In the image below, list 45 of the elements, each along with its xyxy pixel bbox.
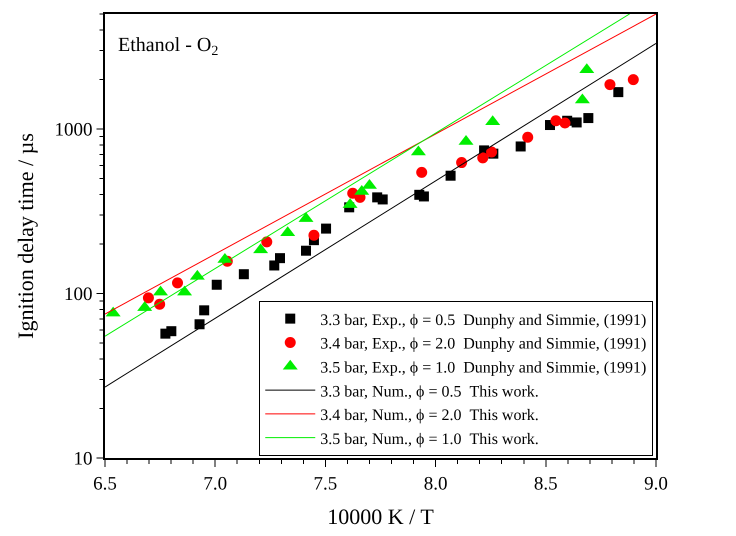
- point: [559, 118, 570, 129]
- point: [172, 277, 184, 288]
- y-tick-label: 10: [73, 448, 92, 470]
- x-tick-label: 8.5: [534, 474, 558, 495]
- legend-label: 3.3 bar, Num., ϕ = 0.5 This work.: [320, 383, 539, 400]
- point: [604, 79, 616, 90]
- point: [572, 117, 582, 128]
- point: [550, 115, 562, 126]
- point: [321, 224, 332, 234]
- legend-label: 3.5 bar, Exp., ϕ = 1.0 Dunphy and Simmie, (1991): [320, 360, 646, 377]
- point: [166, 326, 176, 336]
- point: [378, 194, 388, 204]
- legend-label: 3.4 bar, Exp., ϕ = 2.0 Dunphy and Simmie, (1991): [320, 336, 646, 353]
- point: [516, 141, 526, 152]
- point: [308, 230, 320, 241]
- x-tick-label: 6.5: [93, 474, 117, 495]
- y-tick-label: 1000: [54, 120, 92, 141]
- point: [142, 292, 154, 304]
- x-tick-label: 7.5: [314, 474, 338, 495]
- y-axis-title: Ignition delay time / µs: [12, 133, 38, 339]
- point: [583, 113, 594, 124]
- point: [418, 191, 429, 202]
- x-axis-title: 10000 K / T: [327, 504, 434, 529]
- point: [522, 132, 534, 143]
- annotation: Ethanol - O$_{2}$: [118, 34, 218, 60]
- legend-label: 3.4 bar, Num., ϕ = 2.0 This work.: [320, 407, 539, 424]
- point: [416, 166, 428, 178]
- point: [194, 319, 205, 330]
- y-tick-label: 100: [64, 284, 92, 306]
- point: [301, 246, 311, 256]
- point: [486, 146, 498, 158]
- point: [477, 152, 488, 164]
- point: [446, 170, 456, 181]
- legend-label: 3.3 bar, Exp., ϕ = 0.5 Dunphy and Simmie, (1991): [320, 312, 646, 329]
- x-tick-label: 7.0: [203, 474, 228, 495]
- point: [199, 305, 210, 316]
- point: [613, 87, 624, 98]
- point: [628, 74, 639, 86]
- point: [238, 269, 249, 280]
- x-tick-label: 8.0: [424, 474, 448, 495]
- legend-label: 3.5 bar, Num., ϕ = 1.0 This work.: [320, 430, 539, 448]
- point: [261, 236, 272, 248]
- x-tick-label: 9.0: [644, 474, 668, 495]
- point: [212, 280, 222, 290]
- point: [275, 253, 285, 264]
